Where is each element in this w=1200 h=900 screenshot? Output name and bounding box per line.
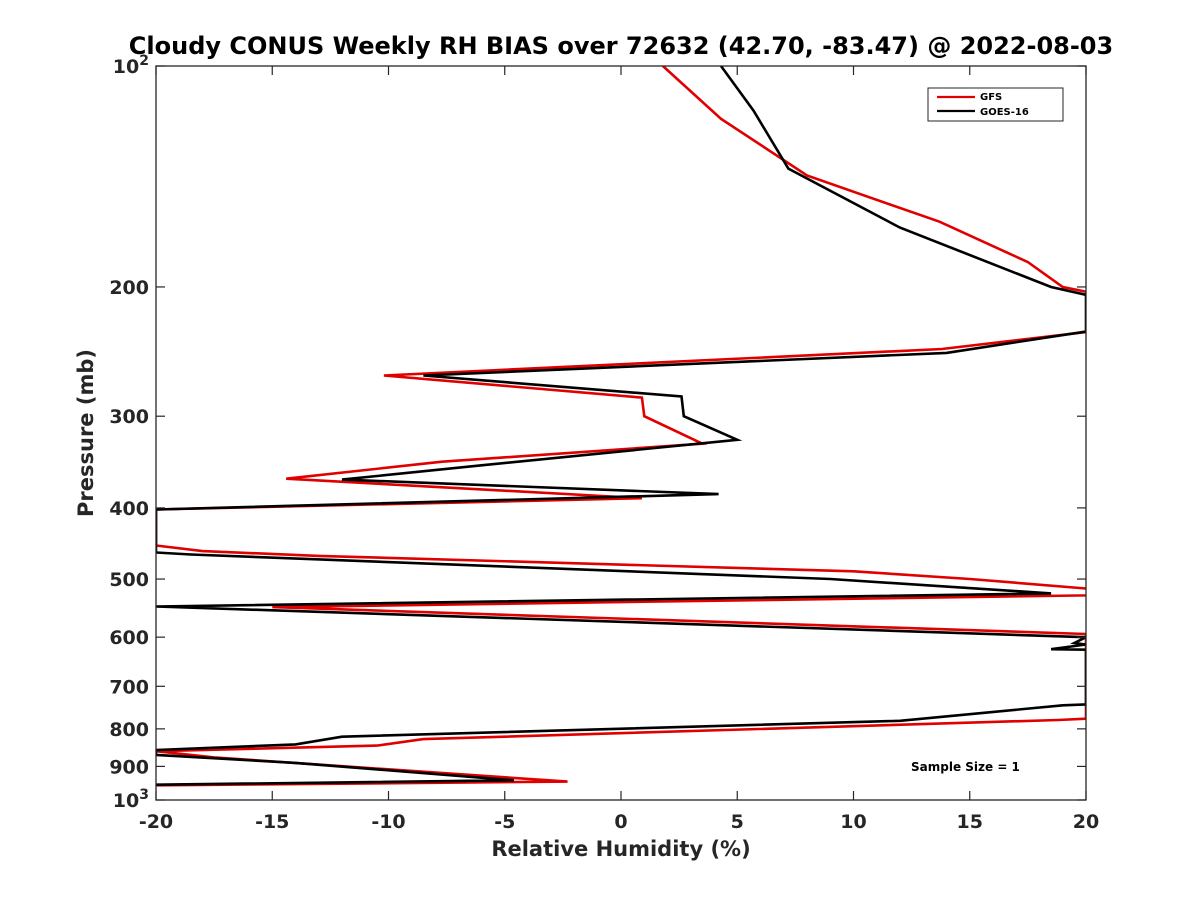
y-tick-label: 700	[109, 676, 149, 698]
sample-size-annotation: Sample Size = 1	[911, 760, 1020, 774]
x-tick-label: 20	[1073, 811, 1099, 833]
x-tick-label: -10	[371, 811, 405, 833]
x-tick-label: 5	[731, 811, 744, 833]
legend-label-goes16: GOES-16	[980, 107, 1029, 118]
legend: GFS GOES-16	[927, 87, 1064, 122]
y-tick-label: 500	[109, 569, 149, 591]
x-tick-label: 15	[957, 811, 983, 833]
x-axis-ticks: -20 -15 -10 -5 0 5 10 15 20	[139, 66, 1099, 833]
x-tick-label: -20	[139, 811, 173, 833]
x-tick-label: -15	[255, 811, 289, 833]
series-line-gfs	[156, 66, 1086, 787]
chart-title: Cloudy CONUS Weekly RH BIAS over 72632 (…	[129, 32, 1113, 60]
series-layer	[156, 66, 1086, 787]
y-tick-label: 200	[109, 277, 149, 299]
y-tick-label: 600	[109, 627, 149, 649]
x-tick-label: 10	[840, 811, 866, 833]
x-axis-label: Relative Humidity (%)	[491, 837, 750, 861]
y-tick-label: 102	[113, 53, 149, 78]
x-tick-label: -5	[494, 811, 515, 833]
y-axis-label: Pressure (mb)	[74, 349, 98, 517]
legend-box	[927, 87, 1064, 122]
y-tick-label: 900	[109, 756, 149, 778]
y-tick-label: 800	[109, 719, 149, 741]
y-tick-label: 400	[109, 498, 149, 520]
y-tick-label: 300	[109, 406, 149, 428]
x-tick-label: 0	[614, 811, 627, 833]
y-axis-ticks: 102 200 300 400 500 600 700 800 900 103	[109, 53, 1086, 812]
series-line-goes16	[156, 66, 1086, 786]
y-tick-label: 103	[113, 787, 149, 812]
legend-label-gfs: GFS	[980, 92, 1002, 103]
